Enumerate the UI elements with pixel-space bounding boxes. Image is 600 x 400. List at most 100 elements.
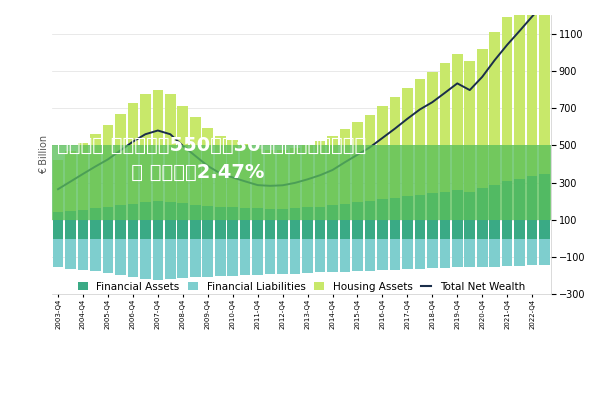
Bar <box>265 238 275 274</box>
Bar <box>90 134 101 208</box>
Bar <box>502 17 512 181</box>
Bar <box>490 238 500 266</box>
Bar <box>402 238 413 269</box>
Bar <box>227 140 238 207</box>
Bar <box>227 207 238 238</box>
Bar <box>352 238 363 271</box>
Bar <box>402 88 413 196</box>
Bar <box>490 185 500 238</box>
Bar <box>128 204 138 238</box>
Bar <box>452 238 463 268</box>
Bar <box>539 174 550 238</box>
Bar <box>190 117 200 205</box>
Bar <box>427 72 437 194</box>
Bar <box>415 195 425 238</box>
Bar <box>178 203 188 238</box>
Bar <box>140 94 151 202</box>
Bar <box>290 208 301 238</box>
Bar <box>178 238 188 278</box>
Bar <box>527 0 538 176</box>
Bar <box>365 238 375 271</box>
Bar <box>327 238 338 272</box>
Bar <box>165 238 176 279</box>
Bar <box>265 150 275 209</box>
Bar <box>340 204 350 238</box>
Bar <box>452 190 463 238</box>
Bar <box>190 205 200 238</box>
Bar <box>165 202 176 238</box>
Bar <box>115 114 126 206</box>
Bar <box>327 206 338 238</box>
Bar <box>103 125 113 207</box>
Bar <box>502 181 512 238</box>
Bar <box>178 106 188 203</box>
Bar <box>240 208 250 238</box>
Bar <box>77 238 88 270</box>
Bar <box>327 136 338 206</box>
Bar <box>290 148 301 208</box>
Bar <box>152 90 163 201</box>
Bar <box>389 238 400 270</box>
Bar <box>415 238 425 269</box>
Legend: Financial Assets, Financial Liabilities, Housing Assets, Total Net Wealth: Financial Assets, Financial Liabilities,… <box>77 282 525 292</box>
Bar <box>103 238 113 273</box>
Bar <box>365 115 375 201</box>
Bar <box>402 196 413 238</box>
Bar <box>514 179 525 238</box>
Bar <box>265 209 275 238</box>
Bar <box>128 238 138 277</box>
Text: 爱配资网 财政部发行550亿元30年期超长期特别国债
           债 票面利率2.47%: 爱配资网 财政部发行550亿元30年期超长期特别国债 债 票面利率2.47% <box>57 136 366 182</box>
Bar <box>315 206 325 238</box>
Bar <box>103 207 113 238</box>
Bar <box>340 238 350 272</box>
Bar <box>52 146 551 220</box>
Bar <box>77 143 88 210</box>
Bar <box>77 210 88 238</box>
Bar <box>253 149 263 208</box>
Bar <box>514 238 525 266</box>
Bar <box>477 48 488 188</box>
Bar <box>377 200 388 238</box>
Bar <box>389 198 400 238</box>
Bar <box>152 201 163 238</box>
Bar <box>215 206 226 238</box>
Bar <box>302 238 313 273</box>
Bar <box>115 206 126 238</box>
Bar <box>389 97 400 198</box>
Bar <box>340 129 350 204</box>
Bar <box>165 94 176 202</box>
Bar <box>427 194 437 238</box>
Bar <box>253 208 263 238</box>
Bar <box>240 144 250 208</box>
Bar <box>464 192 475 238</box>
Bar <box>128 104 138 204</box>
Bar <box>352 122 363 202</box>
Bar <box>464 61 475 192</box>
Bar <box>490 32 500 185</box>
Bar <box>215 136 226 206</box>
Bar <box>302 145 313 207</box>
Bar <box>527 176 538 238</box>
Bar <box>377 238 388 270</box>
Bar <box>452 54 463 190</box>
Bar <box>202 238 213 277</box>
Bar <box>539 238 550 265</box>
Bar <box>240 238 250 276</box>
Bar <box>53 238 64 268</box>
Bar <box>152 238 163 280</box>
Bar <box>477 238 488 267</box>
Bar <box>90 238 101 271</box>
Bar <box>315 141 325 206</box>
Bar <box>440 192 450 238</box>
Bar <box>65 151 76 211</box>
Bar <box>302 207 313 238</box>
Bar <box>290 238 301 274</box>
Bar <box>202 128 213 206</box>
Bar <box>352 202 363 238</box>
Bar <box>202 206 213 238</box>
Bar <box>65 211 76 238</box>
Bar <box>140 238 151 279</box>
Bar <box>215 238 226 276</box>
Y-axis label: € Billion: € Billion <box>39 135 49 174</box>
Bar <box>527 238 538 265</box>
